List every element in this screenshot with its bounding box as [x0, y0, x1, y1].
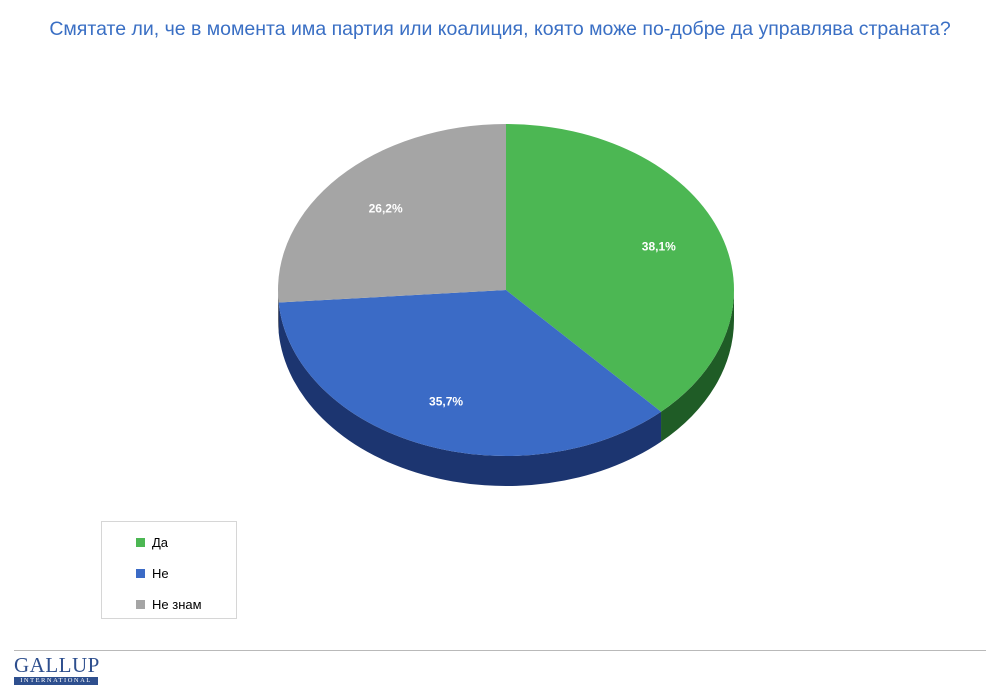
legend-label-da: Да	[152, 534, 169, 550]
legend-swatch-ne-znam	[136, 599, 145, 609]
pie-side-ne-znam	[278, 290, 279, 333]
pie-slice-da	[506, 124, 735, 412]
gallup-logo: GALLUP INTERNATIONAL	[14, 653, 100, 685]
legend-label-ne-znam: Не знам	[152, 596, 202, 612]
footer-divider	[14, 650, 986, 651]
pie-side-walls	[278, 290, 734, 487]
legend-label-ne: Не	[152, 565, 169, 581]
chart-title: Смятате ли, че в момента има партия или …	[49, 18, 951, 40]
logo-sub-text: INTERNATIONAL	[14, 677, 98, 685]
data-label-da: 38,1%	[642, 239, 676, 253]
legend-swatch-ne	[136, 568, 145, 578]
pie-side-ne	[278, 302, 662, 487]
data-label-ne: 35,7%	[429, 394, 463, 408]
legend-swatch-da	[136, 537, 145, 547]
legend-item-ne-znam: Не знам	[136, 596, 202, 612]
legend-item-da: Да	[136, 534, 168, 550]
logo-main-text: GALLUP	[14, 653, 100, 677]
pie-side-da	[661, 290, 734, 442]
pie-slice-ne	[278, 290, 662, 457]
pie-slice-ne-znam	[277, 124, 506, 303]
data-label-ne-znam: 26,2%	[369, 202, 403, 216]
legend-item-ne: Не	[136, 565, 169, 581]
legend: Да Не Не знам	[101, 521, 237, 619]
